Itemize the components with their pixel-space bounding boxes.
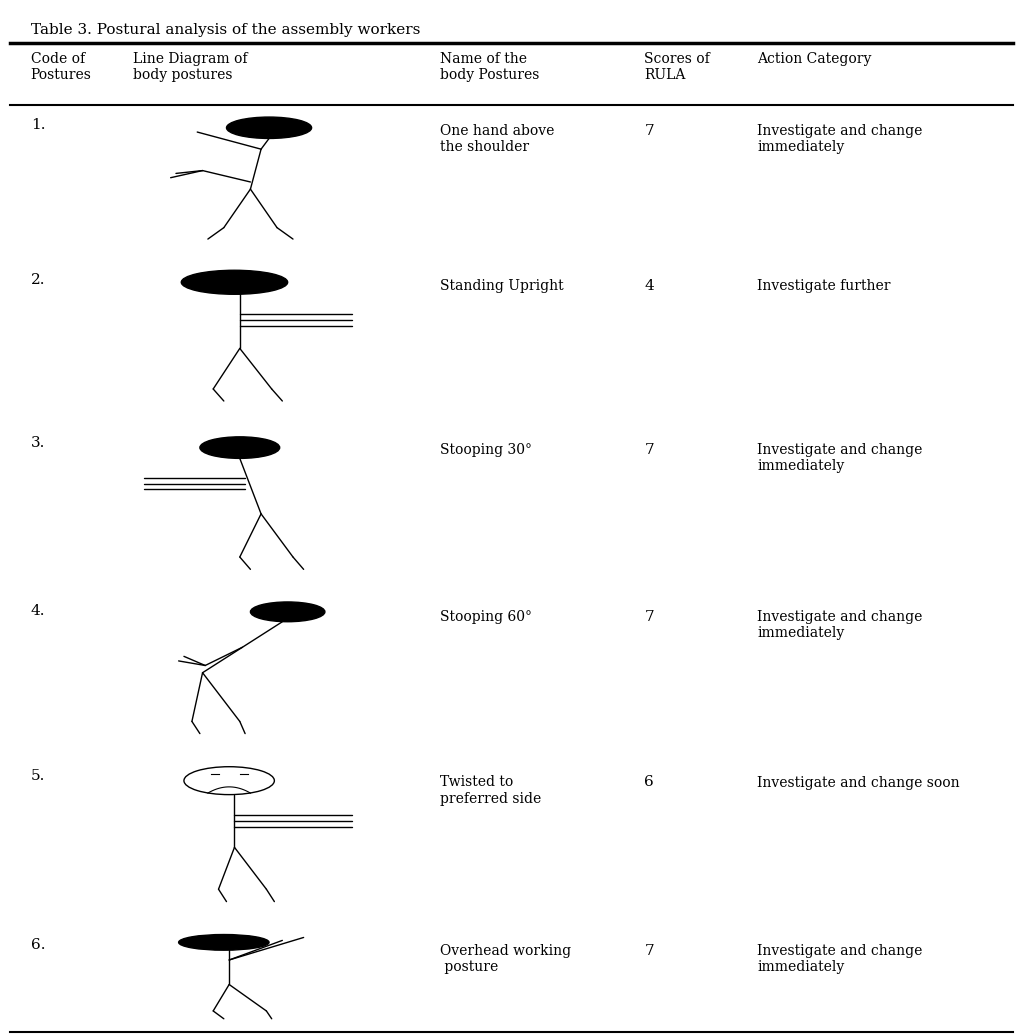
Text: 7: 7 xyxy=(644,610,654,625)
Text: 3.: 3. xyxy=(31,436,45,451)
Text: Code of
Postures: Code of Postures xyxy=(31,52,92,82)
Text: Overhead working
 posture: Overhead working posture xyxy=(440,944,571,974)
Text: 4.: 4. xyxy=(31,604,45,618)
Text: Scores of
RULA: Scores of RULA xyxy=(644,52,710,82)
Text: Investigate and change soon: Investigate and change soon xyxy=(757,776,960,790)
Text: Investigate and change
immediately: Investigate and change immediately xyxy=(757,443,923,473)
Text: Action Category: Action Category xyxy=(757,52,872,66)
Ellipse shape xyxy=(199,436,279,458)
Text: 1.: 1. xyxy=(31,118,45,132)
Ellipse shape xyxy=(181,270,287,295)
Text: 5.: 5. xyxy=(31,769,45,784)
Ellipse shape xyxy=(226,117,312,139)
Text: One hand above
the shoulder: One hand above the shoulder xyxy=(440,124,554,154)
Text: Investigate and change
immediately: Investigate and change immediately xyxy=(757,610,923,640)
Text: 7: 7 xyxy=(644,124,654,139)
Text: Line Diagram of
body postures: Line Diagram of body postures xyxy=(133,52,248,82)
Text: Standing Upright: Standing Upright xyxy=(440,279,564,294)
Text: 7: 7 xyxy=(644,944,654,959)
Ellipse shape xyxy=(179,935,269,950)
Text: 7: 7 xyxy=(644,443,654,457)
Text: Investigate and change
immediately: Investigate and change immediately xyxy=(757,124,923,154)
Text: 4: 4 xyxy=(644,279,655,294)
Text: Table 3. Postural analysis of the assembly workers: Table 3. Postural analysis of the assemb… xyxy=(31,23,420,37)
Text: 6: 6 xyxy=(644,776,655,790)
Text: Investigate and change
immediately: Investigate and change immediately xyxy=(757,944,923,974)
Text: Twisted to
preferred side: Twisted to preferred side xyxy=(440,776,541,805)
Text: Name of the
body Postures: Name of the body Postures xyxy=(440,52,539,82)
Text: Stooping 60°: Stooping 60° xyxy=(440,610,532,625)
Ellipse shape xyxy=(251,602,325,621)
Text: Investigate further: Investigate further xyxy=(757,279,890,294)
Text: 2.: 2. xyxy=(31,273,45,287)
Text: Stooping 30°: Stooping 30° xyxy=(440,443,532,457)
Text: 6.: 6. xyxy=(31,938,45,952)
